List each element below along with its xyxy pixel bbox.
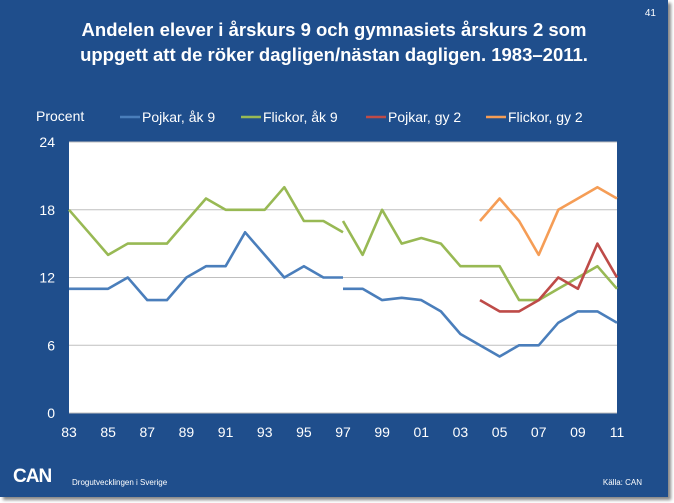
- series-line-0-0: [69, 231, 343, 302]
- x-tick-label: 87: [139, 424, 155, 440]
- legend-label: Pojkar, gy 2: [388, 109, 461, 125]
- y-tick-label: 0: [47, 405, 55, 421]
- series-2: [479, 242, 619, 313]
- chart-title-line-2: uppgett att de röker dagligen/nästan dag…: [80, 44, 588, 65]
- x-tick-label: 03: [453, 424, 469, 440]
- legend-label: Flickor, gy 2: [508, 109, 583, 125]
- x-tick-label: 91: [218, 424, 234, 440]
- x-tick-label: 99: [374, 424, 390, 440]
- series-line-1-0: [68, 185, 344, 257]
- legend-label: Flickor, åk 9: [263, 109, 338, 125]
- series-lines: [68, 185, 619, 358]
- chart-title: Andelen elever i årskurs 9 och gymnasiet…: [20, 17, 648, 67]
- series-line-0-1: [343, 287, 618, 358]
- x-tick-label: 01: [413, 424, 429, 440]
- y-axis-ticks: 0 6 12 18 24: [39, 134, 55, 421]
- series-line-3-0: [479, 185, 618, 257]
- x-tick-label: 07: [531, 424, 547, 440]
- series-line-2-0: [479, 242, 619, 313]
- y-tick-label: 18: [39, 202, 55, 218]
- chart-title-line-1: Andelen elever i årskurs 9 och gymnasiet…: [81, 19, 587, 40]
- y-tick-label: 24: [39, 134, 55, 150]
- series-1: [68, 185, 618, 302]
- legend-label: Pojkar, åk 9: [142, 109, 215, 125]
- organization-name: Drogutvecklingen i Sverige: [72, 478, 168, 487]
- source-note: Källa: CAN: [602, 478, 642, 487]
- legend-item: Flickor, åk 9: [241, 109, 338, 125]
- x-tick-label: 85: [100, 424, 116, 440]
- slide-number: 41: [644, 8, 656, 19]
- series-line-1-1: [341, 208, 618, 302]
- y-tick-label: 12: [39, 270, 55, 286]
- slide: 41 Andelen elever i årskurs 9 och gymnas…: [0, 0, 668, 497]
- series-0: [69, 231, 618, 358]
- legend-item: Flickor, gy 2: [486, 109, 583, 125]
- x-tick-label: 93: [257, 424, 273, 440]
- x-tick-label: 97: [335, 424, 351, 440]
- x-tick-label: 11: [610, 424, 625, 440]
- y-tick-label: 6: [47, 337, 55, 353]
- legend-item: Pojkar, gy 2: [366, 109, 461, 125]
- x-tick-label: 05: [492, 424, 508, 440]
- x-tick-label: 83: [61, 424, 77, 440]
- series-3: [479, 185, 618, 257]
- x-axis-ticks: 83 85 87 89 91 93 95 97 99 01 03 05 07 09 11: [61, 424, 624, 440]
- legend: Pojkar, åk 9 Flickor, åk 9 Pojkar, gy 2 Fli…: [120, 109, 583, 125]
- legend-item: Pojkar, åk 9: [120, 109, 215, 125]
- x-tick-label: 09: [570, 424, 586, 440]
- x-tick-label: 95: [296, 424, 312, 440]
- x-tick-label: 89: [179, 424, 195, 440]
- can-logo: CAN: [13, 466, 52, 487]
- y-axis-label: Procent: [36, 108, 84, 124]
